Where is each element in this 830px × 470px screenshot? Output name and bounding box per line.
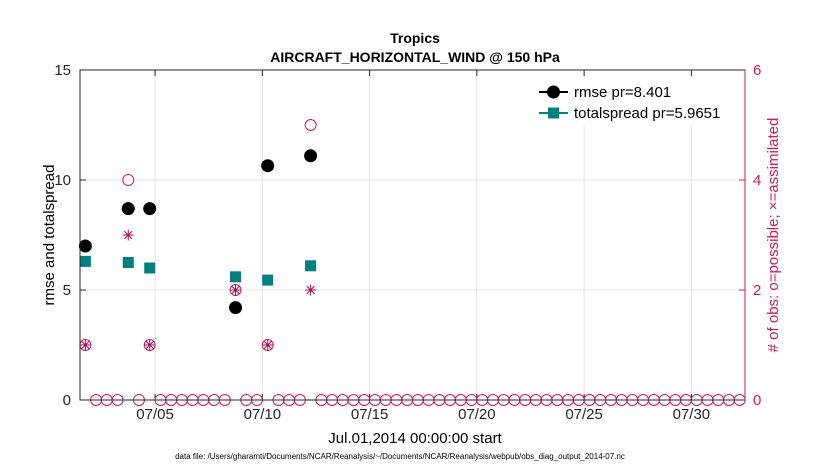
legend-spread-label: totalspread pr=5.9651 [574, 105, 720, 122]
x-tick-label: 07/30 [673, 406, 711, 423]
series-markers [78, 149, 318, 315]
rmse-point [143, 202, 157, 216]
y-tick-label: 15 [54, 62, 71, 79]
y2-tick-label: 4 [753, 172, 761, 189]
rmse-point [78, 239, 92, 253]
x-tick-label: 07/10 [244, 406, 282, 423]
chart-title: Tropics [390, 30, 440, 46]
rmse-point [121, 202, 135, 216]
y-tick-label: 10 [54, 172, 71, 189]
legend-box [530, 78, 738, 126]
y-tick-label: 5 [63, 282, 71, 299]
totalspread-point [79, 255, 91, 267]
y2-tick-label: 2 [753, 282, 761, 299]
ticks: 07/05 07/10 07/15 07/20 07/25 07/30 0 5 10 15 0 2 4 6 [54, 62, 761, 423]
totalspread-point [122, 257, 134, 268]
legend-rmse-marker [547, 85, 560, 99]
legend-spread-marker [548, 107, 559, 119]
totalspread-point [305, 260, 317, 272]
x-tick-label: 07/20 [458, 406, 496, 423]
chart-subtitle: AIRCRAFT_HORIZONTAL_WIND @ 150 hPa [270, 49, 560, 65]
legend-rmse-label: rmse pr=8.401 [574, 84, 671, 101]
possible-obs-marker [304, 119, 317, 131]
assimilated-obs-marker [230, 284, 242, 296]
possible-obs-marker [122, 174, 135, 186]
x-tick-label: 07/15 [351, 406, 389, 423]
assimilated-obs-marker [79, 339, 91, 351]
x-tick-label: 07/05 [136, 406, 174, 423]
y2-axis-label: # of obs: o=possible; ×=assimilated [765, 118, 782, 353]
y2-tick-label: 6 [753, 62, 761, 79]
rmse-point [261, 159, 275, 173]
assimilated-obs-marker [262, 339, 274, 351]
assimilated-obs-markers [79, 229, 317, 351]
rmse-point [304, 149, 318, 163]
totalspread-point [230, 271, 242, 283]
footnote: data file: /Users/gharamti/Documents/NCA… [175, 452, 625, 461]
x-axis-label: Jul.01,2014 00:00:00 start [328, 430, 502, 447]
y-tick-label: 0 [63, 392, 71, 409]
x-tick-label: 07/25 [565, 406, 603, 423]
assimilated-obs-marker [144, 339, 156, 351]
legend: rmse pr=8.401 totalspread pr=5.9651 [530, 78, 738, 126]
assimilated-obs-marker [122, 229, 134, 241]
y-axis-label: rmse and totalspread [41, 165, 58, 306]
y2-tick-label: 0 [753, 392, 761, 409]
assimilated-obs-marker [305, 284, 317, 296]
totalspread-point [262, 274, 274, 286]
rmse-point [229, 301, 243, 315]
grid [80, 70, 745, 400]
totalspread-point [144, 262, 156, 274]
